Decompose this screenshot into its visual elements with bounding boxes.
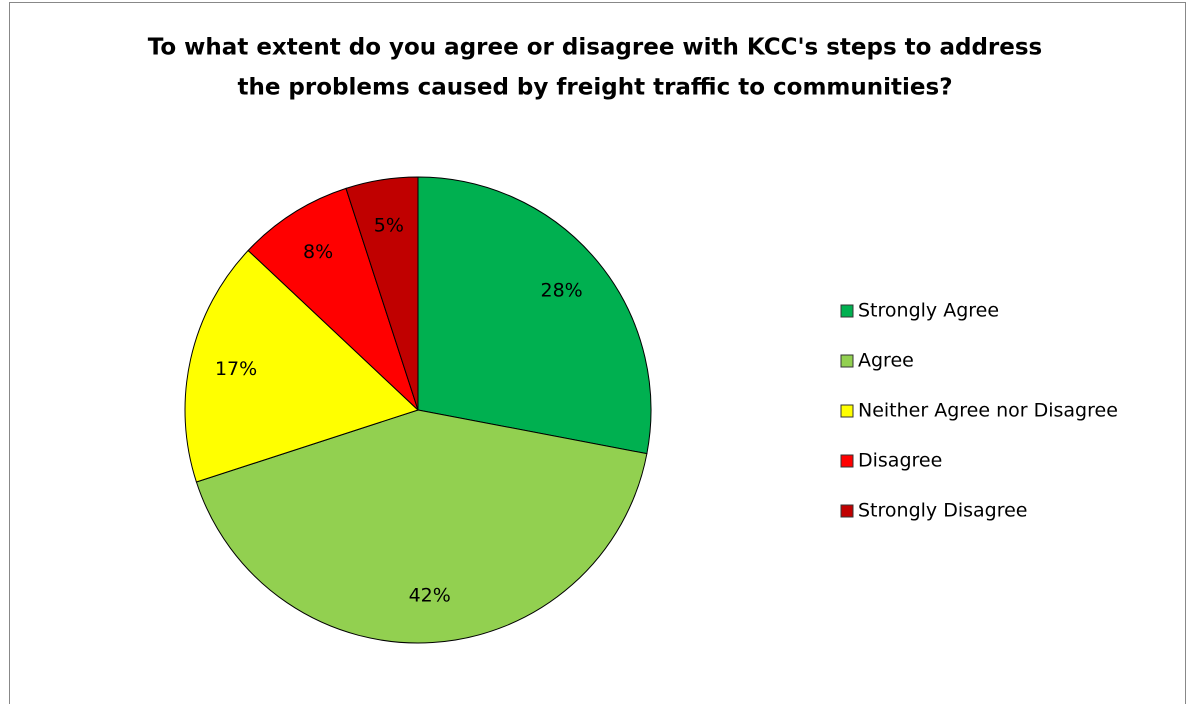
- pie-slice: [417, 176, 652, 455]
- pie-slice: [195, 409, 648, 644]
- legend-label: Neither Agree nor Disagree: [858, 400, 1118, 422]
- data-label: 42%: [409, 585, 451, 607]
- pie-slice: [247, 187, 419, 411]
- chart-title: To what extent do you agree or disagree …: [148, 35, 1043, 61]
- pie-slice: [345, 176, 419, 411]
- data-label: 8%: [303, 241, 333, 263]
- pie-slice: [184, 249, 419, 483]
- legend-swatch: [840, 404, 854, 418]
- legend-label: Disagree: [858, 450, 942, 472]
- legend-label: Agree: [858, 350, 914, 372]
- legend-swatch: [840, 504, 854, 518]
- legend-swatch: [840, 304, 854, 318]
- legend-label: Strongly Disagree: [858, 500, 1027, 522]
- legend-swatch: [840, 454, 854, 468]
- data-label: 28%: [541, 280, 583, 302]
- legend-label: Strongly Agree: [858, 300, 999, 322]
- chart-title: the problems caused by freight traffic t…: [237, 75, 952, 101]
- legend-swatch: [840, 354, 854, 368]
- data-label: 5%: [374, 214, 404, 236]
- data-label: 17%: [215, 358, 257, 380]
